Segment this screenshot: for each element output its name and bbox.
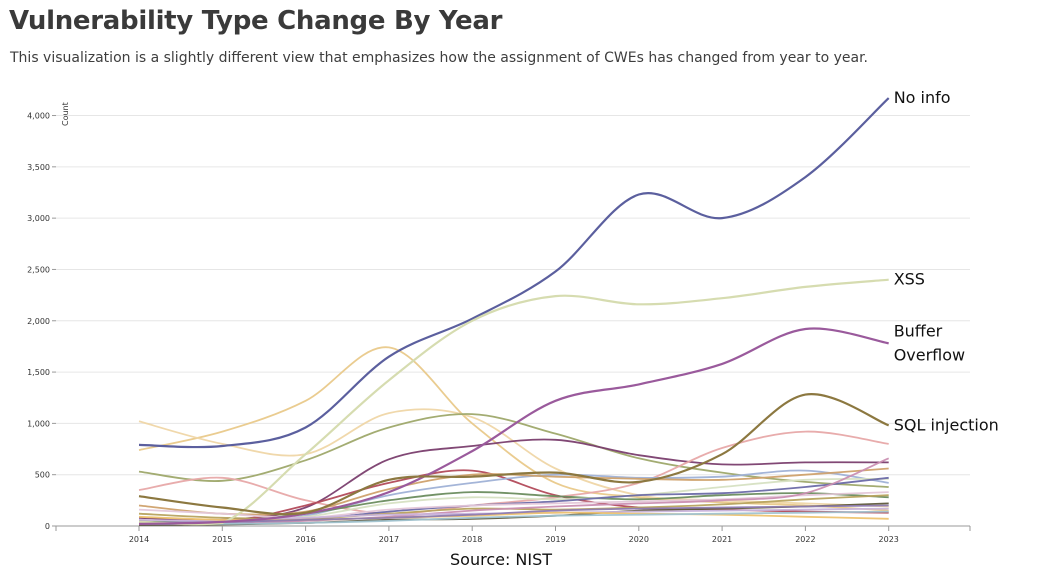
series-line xyxy=(138,510,889,525)
x-tick-label: 2022 xyxy=(795,535,815,544)
y-axis-label: Count xyxy=(61,102,70,126)
y-tick-label: 1,500 xyxy=(27,368,50,377)
x-tick-label: 2019 xyxy=(545,535,565,544)
series-label-line: Buffer xyxy=(894,321,943,340)
series-line-sql-injection xyxy=(138,393,890,516)
y-tick-label: 0 xyxy=(45,522,50,531)
series-label-line: SQL injection xyxy=(894,415,999,434)
series-line-buffer-overflow xyxy=(138,327,889,525)
x-tick-label: 2018 xyxy=(462,535,482,544)
series-label-line: XSS xyxy=(894,270,925,289)
series-line xyxy=(138,346,889,512)
series-labels: No info XSS Buffer Overflow SQL injection xyxy=(894,88,999,434)
grid: 0 500 1,000 1,500 2,000 2,500 3,000 3,500 4,000 xyxy=(27,112,970,531)
x-tick-label: 2014 xyxy=(129,535,149,544)
source-note: Source: NIST xyxy=(450,550,553,569)
y-tick-label: 2,500 xyxy=(27,265,50,274)
series-line xyxy=(138,430,889,515)
x-tick-label: 2015 xyxy=(212,535,232,544)
series-label-line: Overflow xyxy=(894,345,965,364)
y-tick-label: 3,500 xyxy=(27,163,50,172)
x-tick-label: 2023 xyxy=(879,535,899,544)
y-tick-label: 4,000 xyxy=(27,112,50,121)
series-line-no-info xyxy=(138,97,890,449)
series-line xyxy=(138,504,889,524)
other-series xyxy=(138,346,890,526)
page-subtitle: This visualization is a slightly differe… xyxy=(10,50,868,66)
series-line-xss xyxy=(138,278,889,526)
y-tick-label: 500 xyxy=(35,471,50,480)
y-tick-label: 2,000 xyxy=(27,317,50,326)
labeled-series xyxy=(138,97,890,526)
x-tick-label: 2020 xyxy=(629,535,649,544)
series-label-line: No info xyxy=(894,88,951,107)
page-title: Vulnerability Type Change By Year xyxy=(9,6,503,36)
axes: 2014 2015 2016 2017 2018 2019 2020 2021 2022 2023 xyxy=(55,525,971,544)
y-tick-label: 3,000 xyxy=(27,214,50,223)
x-tick-label: 2021 xyxy=(712,535,732,544)
series-label: SQL injection xyxy=(894,415,999,434)
series-label: Buffer Overflow xyxy=(894,321,965,364)
series-label: XSS xyxy=(894,270,925,289)
x-tick-label: 2017 xyxy=(379,535,399,544)
series-label: No info xyxy=(894,88,951,107)
series-line xyxy=(138,491,889,519)
y-tick-label: 1,000 xyxy=(27,419,50,428)
x-tick-label: 2016 xyxy=(295,535,315,544)
